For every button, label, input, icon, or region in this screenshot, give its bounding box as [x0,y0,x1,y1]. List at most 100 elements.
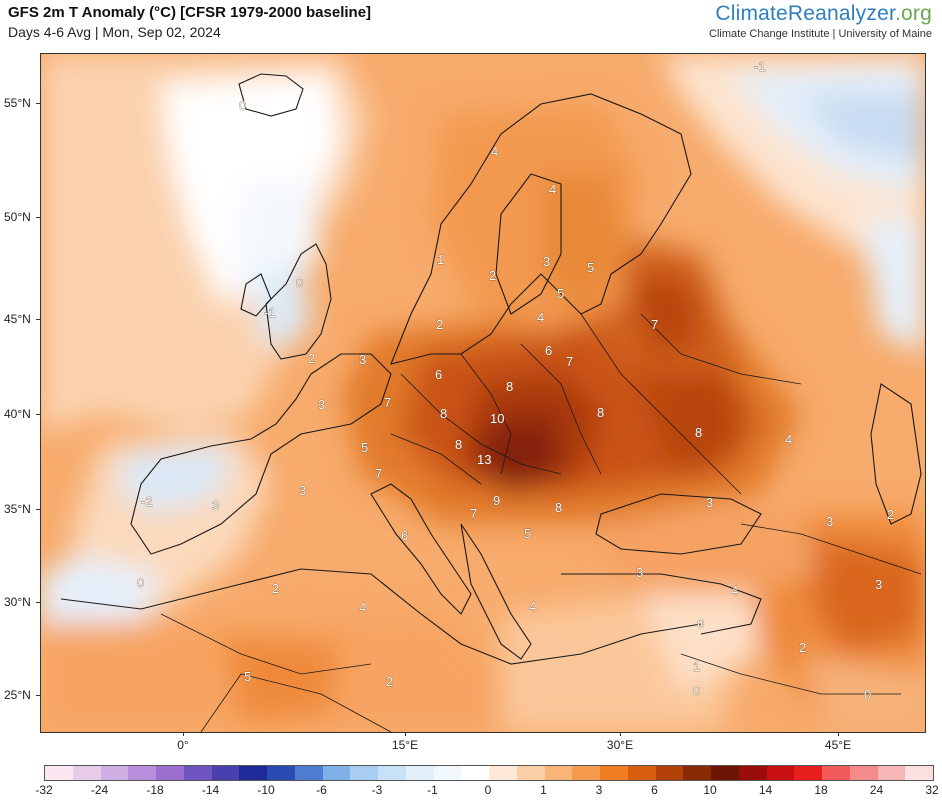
colorbar-swatch [211,766,240,780]
contour-label: 4 [785,432,792,447]
colorbar-label: 14 [758,783,773,797]
chart-subtitle: Days 4-6 Avg | Mon, Sep 02, 2024 [8,24,221,40]
colorbar-swatch [156,766,184,780]
contour-label: 2 [887,507,894,522]
colorbar-label: 0 [484,783,492,797]
contour-label: 1 [437,252,444,267]
contour-label: 2 [308,351,315,366]
contour-label: 4 [491,144,498,159]
lat-label-50n: 50°N [4,210,31,224]
contour-label: 6 [545,343,552,358]
colorbar-label: -18 [146,783,164,797]
lat-tick [36,103,40,104]
lat-label-55n: 55°N [4,96,31,110]
colorbar-swatch [711,766,739,780]
contour-label: 8 [597,405,604,420]
contour-label: 4 [731,583,738,598]
colorbar-swatch [572,766,600,780]
colorbar-swatch [627,766,656,780]
contour-label: 7 [470,506,477,521]
contour-label: 5 [361,440,368,455]
colorbar-swatch [822,766,850,780]
contour-label: 3 [636,565,643,580]
colorbar-swatch [433,766,462,780]
contour-label: 2 [799,640,806,655]
contour-label-layer: 4 4 1 2 3 5 0 -1 2 5 4 6 7 7 2 3 6 8 3 7… [137,59,895,703]
contour-label: 2 [386,674,393,689]
contour-label: 0 [864,687,871,702]
contour-label: 3 [706,495,713,510]
contour-label: 0 [296,275,303,290]
contour-label: 5 [244,669,251,684]
contour-label: 7 [375,466,382,481]
anomaly-field [41,54,925,732]
contour-label: 3 [543,254,550,269]
lon-tick [405,732,406,736]
lat-tick [36,695,40,696]
lon-tick [838,732,839,736]
colorbar-swatch [128,766,156,780]
colorbar-label: -6 [316,783,327,797]
contour-label: 6 [435,367,442,382]
contour-label: 6 [401,528,408,543]
contour-label: 0 [697,616,704,631]
lat-tick [36,319,40,320]
contour-label: 4 [359,600,366,615]
contour-label: 3 [318,397,325,412]
contour-label: 2 [436,317,443,332]
brand-domain: .org [895,2,932,25]
colorbar-swatch [683,766,711,780]
colorbar-swatch [45,766,73,780]
contour-label: 0 [239,98,246,113]
lat-label-40n: 40°N [4,407,31,421]
brand-affiliation: Climate Change Institute | University of… [709,28,932,40]
chart-title: GFS 2m T Anomaly (°C) [CFSR 1979-2000 ba… [8,4,372,21]
colorbar-label: 32 [925,783,939,797]
contour-label: 7 [566,354,573,369]
colorbar-label: 1 [540,783,547,797]
colorbar-swatch [544,766,573,780]
colorbar-swatch [461,766,489,780]
colorbar-swatch [600,766,628,780]
colorbar-label: -1 [427,783,438,797]
contour-label: 0 [137,575,144,590]
colorbar-swatch [849,766,878,780]
contour-label: 7 [651,317,658,332]
colorbar-swatch [738,766,767,780]
contour-label: 10 [490,411,504,426]
contour-label: 1 [693,659,700,674]
brand-logo-text: ClimateReanalyzer.org [715,2,932,26]
contour-label: 4 [529,599,536,614]
colorbar-swatch [516,766,545,780]
lon-label-30e: 30°E [606,738,634,752]
contour-label: 5 [524,526,531,541]
colorbar-swatch [655,766,684,780]
contour-label: 5 [587,260,594,275]
contour-label: 13 [477,452,491,467]
lat-label-30n: 30°N [4,595,31,609]
contour-label: 8 [506,379,513,394]
contour-label: 7 [384,395,391,410]
lon-tick [620,732,621,736]
contour-label: 8 [695,425,702,440]
lat-tick [36,509,40,510]
brand-name: ClimateReanalyzer [715,2,895,25]
contour-label: -2 [141,494,153,509]
contour-label: 4 [549,182,556,197]
colorbar-label: 18 [814,783,828,797]
colorbar-swatch [489,766,517,780]
lat-label-35n: 35°N [4,502,31,516]
colorbar-label: 24 [869,783,884,797]
colorbar-swatch [72,766,101,780]
contour-label: 8 [455,437,462,452]
contour-label: 5 [557,286,564,301]
colorbar-swatch [100,766,129,780]
anomaly-map[interactable]: 4 4 1 2 3 5 0 -1 2 5 4 6 7 7 2 3 6 8 3 7… [40,53,926,733]
lon-label-0: 0° [177,738,189,752]
colorbar-label: 10 [703,783,717,797]
colorbar-swatch [905,766,933,780]
contour-label: 8 [440,406,447,421]
colorbar-swatch [183,766,212,780]
lat-label-25n: 25°N [4,688,31,702]
map-svg: 4 4 1 2 3 5 0 -1 2 5 4 6 7 7 2 3 6 8 3 7… [41,54,925,732]
